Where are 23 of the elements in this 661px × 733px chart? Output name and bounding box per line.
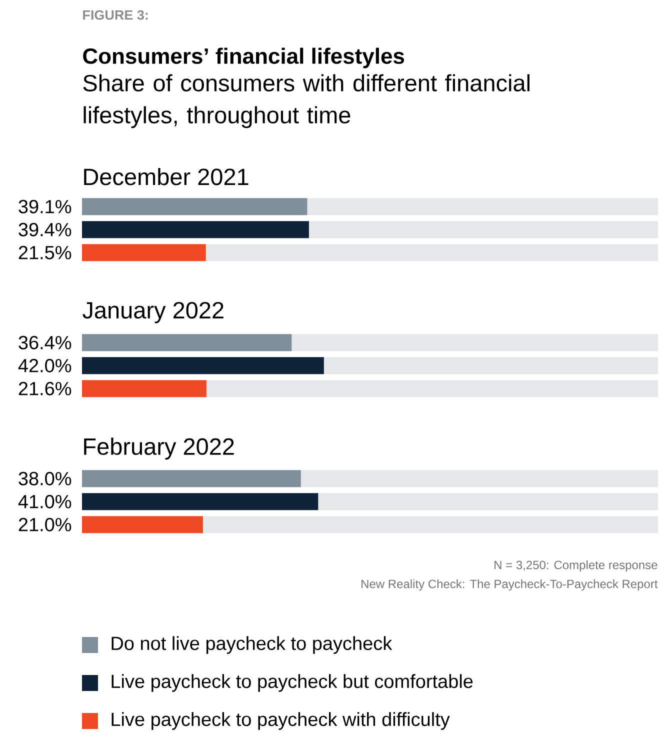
text: New Reality Check: The Paycheck-To-Paycheck Report [362,579,658,591]
y-tick-label: December 2021 [84,168,248,186]
caption: FIGURE 3: [83,10,148,20]
data-label: 42.0% [18,358,72,372]
chart-subtitle: Share of consumers with different financial lifestyles, throughout time [83,74,530,128]
data-label: 41.0% [18,494,72,508]
data-label: 21.5% [18,246,72,260]
bar [82,380,206,398]
legend-label: Do not live paycheck to paycheck [112,636,392,654]
data-label: 38.0% [18,472,72,486]
y-tick-label: January 2022 [82,302,224,324]
data-label: 36.4% [18,336,72,350]
legend-label: Live paycheck to paycheck with difficulty [112,712,450,730]
bar [82,244,206,262]
data-label: 21.0% [18,518,72,532]
legend-label: Live paycheck to paycheck but comfortable [112,674,473,692]
data-label: 39.4% [18,222,72,236]
data-label: 39.1% [18,200,72,214]
chart-title: Consumers’ financial lifestyles [83,48,404,68]
data-label: 21.6% [18,382,72,396]
y-tick-label: February 2022 [84,438,234,460]
annotation: N = 3,250: Complete response [494,560,658,572]
bar [82,516,203,534]
